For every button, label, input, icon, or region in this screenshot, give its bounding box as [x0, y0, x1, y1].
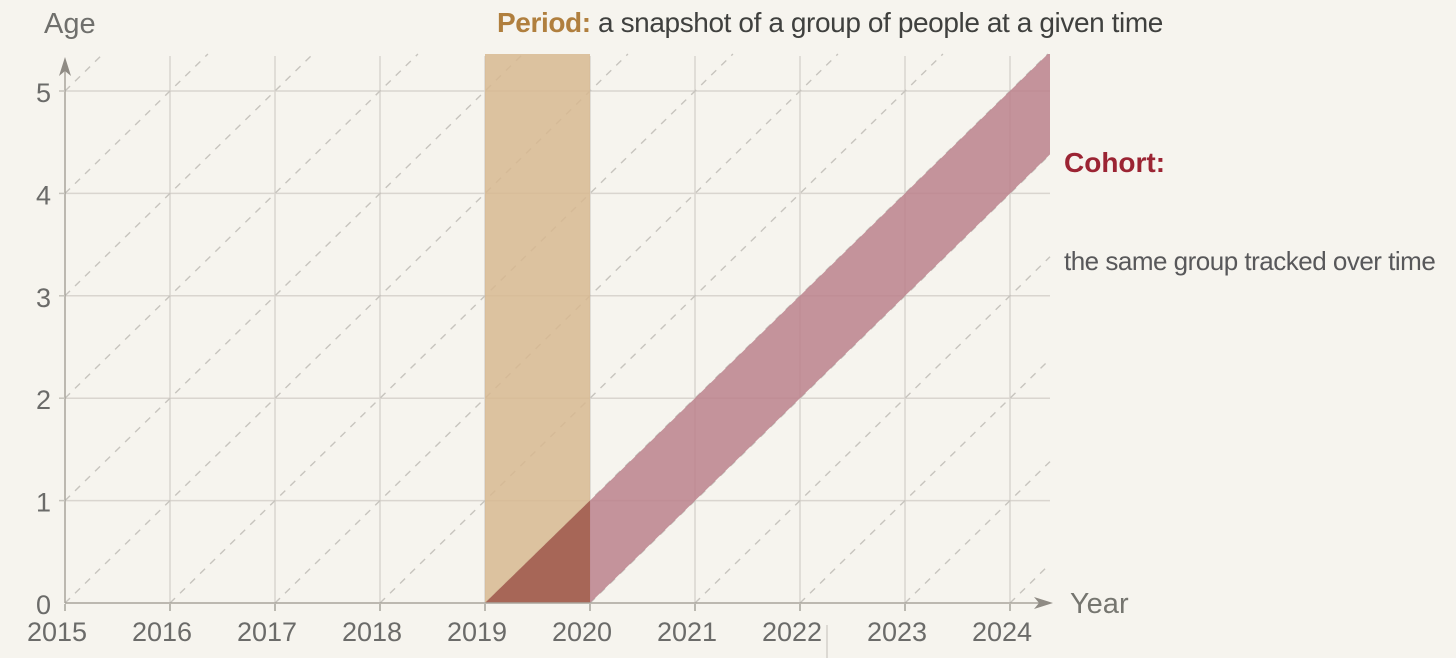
diagonal-guide-dashed: [64, 53, 629, 604]
y-axis-arrowhead: [59, 57, 71, 76]
diagonal-guide-dashed: [799, 358, 1051, 604]
x-tick-label: 2023: [867, 617, 927, 647]
diagonal-guide-dashed: [169, 53, 734, 604]
period-band: [485, 54, 590, 603]
x-tick-label: 2024: [972, 617, 1032, 647]
period-title-accent: Period:: [497, 7, 591, 38]
diagonal-guide-dashed: [1009, 563, 1051, 604]
x-tick-label: 2016: [132, 617, 192, 647]
x-tick-label: 2021: [657, 617, 717, 647]
cohort-annotation-accent: Cohort:: [1064, 147, 1166, 178]
y-tick-label: 3: [36, 283, 51, 313]
x-tick-label: 2017: [237, 617, 297, 647]
diagonal-guide-dashed: [64, 53, 524, 502]
period-title-text: a snapshot of a group of people at a giv…: [590, 7, 1163, 38]
y-axis-title: Age: [44, 8, 96, 40]
x-tick-label: 2015: [27, 617, 87, 647]
cohort-annotation: Cohort: the same group tracked over time: [1064, 80, 1436, 311]
cohort-band: [485, 54, 1050, 603]
diagonal-guide-dashed: [64, 53, 104, 92]
diagonal-guide-dashed: [379, 53, 944, 604]
y-tick-label: 1: [36, 488, 51, 518]
period-cohort-overlap: [485, 500, 590, 603]
x-tick-label: 2019: [447, 617, 507, 647]
x-tick-label: 2018: [342, 617, 402, 647]
diagonal-guide-dashed: [64, 53, 419, 399]
diagonal-guide-dashed: [64, 53, 209, 194]
x-axis-arrowhead: [1034, 597, 1053, 609]
y-tick-label: 5: [36, 78, 51, 108]
y-tick-label: 2: [36, 385, 51, 415]
y-tick-label: 4: [36, 180, 51, 210]
diagonal-guide-dashed: [64, 53, 314, 297]
stray-vertical-line: [826, 625, 828, 658]
y-tick-label: 0: [36, 590, 51, 620]
period-title: Period: a snapshot of a group of people …: [497, 7, 1163, 39]
diagonal-guide-dashed: [904, 461, 1051, 604]
x-tick-label: 2022: [762, 617, 822, 647]
x-tick-label: 2020: [552, 617, 612, 647]
cohort-annotation-text: the same group tracked over time: [1064, 246, 1436, 276]
x-axis-title: Year: [1070, 588, 1129, 620]
